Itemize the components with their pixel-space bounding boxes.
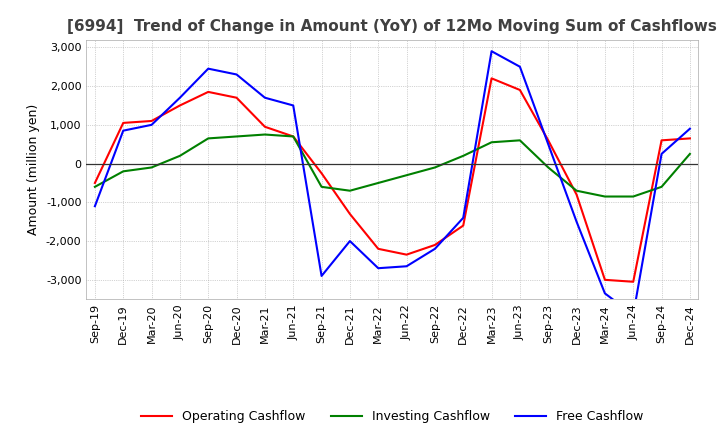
Investing Cashflow	[629, 194, 637, 199]
Free Cashflow	[544, 142, 552, 147]
Investing Cashflow	[544, 165, 552, 170]
Operating Cashflow	[261, 124, 269, 129]
Investing Cashflow	[346, 188, 354, 193]
Line: Operating Cashflow: Operating Cashflow	[95, 78, 690, 282]
Investing Cashflow	[657, 184, 666, 190]
Legend: Operating Cashflow, Investing Cashflow, Free Cashflow: Operating Cashflow, Investing Cashflow, …	[136, 405, 649, 428]
Free Cashflow	[402, 264, 411, 269]
Free Cashflow	[487, 48, 496, 54]
Line: Free Cashflow: Free Cashflow	[95, 51, 690, 315]
Operating Cashflow	[657, 138, 666, 143]
Free Cashflow	[459, 215, 467, 220]
Operating Cashflow	[572, 192, 581, 197]
Operating Cashflow	[119, 120, 127, 125]
Investing Cashflow	[176, 153, 184, 158]
Investing Cashflow	[374, 180, 382, 186]
Free Cashflow	[685, 126, 694, 132]
Free Cashflow	[148, 122, 156, 128]
Investing Cashflow	[233, 134, 241, 139]
Line: Investing Cashflow: Investing Cashflow	[95, 135, 690, 197]
Investing Cashflow	[402, 172, 411, 178]
Operating Cashflow	[176, 103, 184, 108]
Operating Cashflow	[402, 252, 411, 257]
Operating Cashflow	[233, 95, 241, 100]
Operating Cashflow	[374, 246, 382, 252]
Investing Cashflow	[204, 136, 212, 141]
Investing Cashflow	[119, 169, 127, 174]
Y-axis label: Amount (million yen): Amount (million yen)	[27, 104, 40, 235]
Operating Cashflow	[600, 277, 609, 282]
Investing Cashflow	[148, 165, 156, 170]
Free Cashflow	[629, 312, 637, 317]
Investing Cashflow	[289, 134, 297, 139]
Investing Cashflow	[431, 165, 439, 170]
Free Cashflow	[91, 204, 99, 209]
Operating Cashflow	[346, 211, 354, 216]
Investing Cashflow	[572, 188, 581, 193]
Operating Cashflow	[148, 118, 156, 124]
Free Cashflow	[572, 219, 581, 224]
Operating Cashflow	[544, 138, 552, 143]
Free Cashflow	[176, 95, 184, 100]
Operating Cashflow	[431, 242, 439, 248]
Operating Cashflow	[459, 223, 467, 228]
Free Cashflow	[431, 246, 439, 252]
Free Cashflow	[233, 72, 241, 77]
Free Cashflow	[261, 95, 269, 100]
Free Cashflow	[346, 238, 354, 244]
Investing Cashflow	[318, 184, 326, 190]
Operating Cashflow	[487, 76, 496, 81]
Free Cashflow	[516, 64, 524, 70]
Free Cashflow	[600, 291, 609, 296]
Investing Cashflow	[261, 132, 269, 137]
Investing Cashflow	[685, 151, 694, 157]
Operating Cashflow	[91, 180, 99, 186]
Free Cashflow	[318, 273, 326, 279]
Free Cashflow	[204, 66, 212, 71]
Title: [6994]  Trend of Change in Amount (YoY) of 12Mo Moving Sum of Cashflows: [6994] Trend of Change in Amount (YoY) o…	[68, 19, 717, 34]
Operating Cashflow	[318, 171, 326, 176]
Free Cashflow	[289, 103, 297, 108]
Operating Cashflow	[685, 136, 694, 141]
Investing Cashflow	[459, 153, 467, 158]
Operating Cashflow	[516, 87, 524, 92]
Investing Cashflow	[487, 139, 496, 145]
Operating Cashflow	[204, 89, 212, 95]
Investing Cashflow	[600, 194, 609, 199]
Operating Cashflow	[629, 279, 637, 284]
Free Cashflow	[657, 151, 666, 157]
Operating Cashflow	[289, 134, 297, 139]
Investing Cashflow	[516, 138, 524, 143]
Investing Cashflow	[91, 184, 99, 190]
Free Cashflow	[374, 266, 382, 271]
Free Cashflow	[119, 128, 127, 133]
